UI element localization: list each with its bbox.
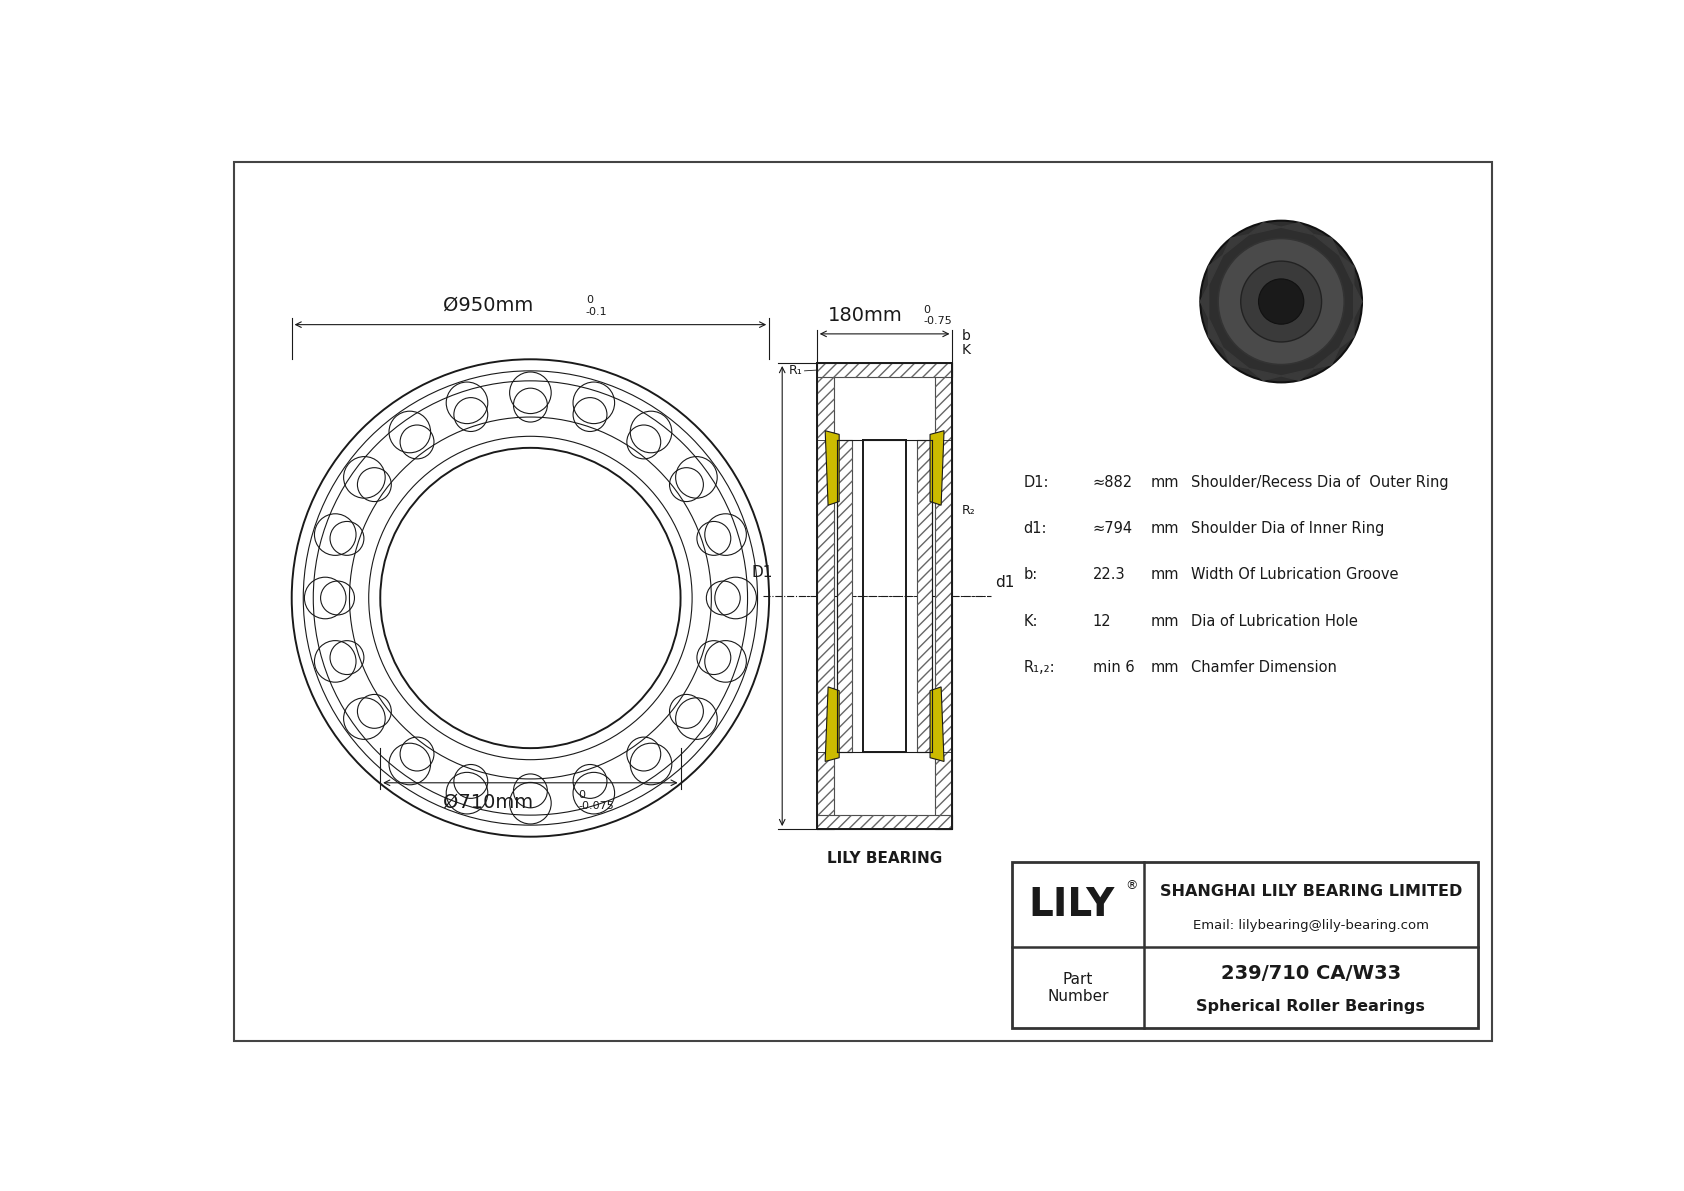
- Text: LILY BEARING: LILY BEARING: [827, 850, 943, 866]
- Polygon shape: [1339, 255, 1354, 285]
- Polygon shape: [1314, 235, 1339, 255]
- Text: 0: 0: [923, 305, 930, 316]
- Text: 0: 0: [586, 295, 593, 305]
- Circle shape: [1201, 220, 1362, 382]
- Polygon shape: [935, 363, 953, 829]
- Polygon shape: [1209, 255, 1223, 285]
- Bar: [1012, 862, 1477, 1028]
- Text: Chamfer Dimension: Chamfer Dimension: [1191, 660, 1337, 675]
- Text: min 6: min 6: [1093, 660, 1133, 675]
- Text: 12: 12: [1093, 613, 1111, 629]
- Polygon shape: [1223, 235, 1250, 255]
- Text: Shoulder Dia of Inner Ring: Shoulder Dia of Inner Ring: [1191, 522, 1384, 536]
- Text: -0.75: -0.75: [923, 316, 951, 326]
- Circle shape: [1218, 238, 1344, 364]
- Text: 239/710 CA/W33: 239/710 CA/W33: [1221, 964, 1401, 983]
- Polygon shape: [817, 363, 834, 829]
- Text: LILY: LILY: [1029, 886, 1115, 924]
- Polygon shape: [817, 363, 953, 378]
- Text: mm: mm: [1150, 522, 1179, 536]
- Text: 0: 0: [578, 791, 584, 800]
- Text: mm: mm: [1150, 660, 1179, 675]
- Text: Spherical Roller Bearings: Spherical Roller Bearings: [1196, 998, 1425, 1014]
- Text: R₂: R₂: [962, 504, 975, 517]
- Text: d1: d1: [995, 575, 1014, 590]
- Polygon shape: [1354, 285, 1362, 318]
- Polygon shape: [1314, 348, 1339, 368]
- Text: Part
Number: Part Number: [1047, 972, 1108, 1004]
- Text: Dia of Lubrication Hole: Dia of Lubrication Hole: [1191, 613, 1357, 629]
- Polygon shape: [825, 687, 839, 761]
- Text: Shoulder/Recess Dia of  Outer Ring: Shoulder/Recess Dia of Outer Ring: [1191, 475, 1448, 490]
- Text: SHANGHAI LILY BEARING LIMITED: SHANGHAI LILY BEARING LIMITED: [1160, 885, 1462, 899]
- Polygon shape: [837, 439, 852, 753]
- Polygon shape: [817, 815, 953, 829]
- Text: d1:: d1:: [1024, 522, 1047, 536]
- Text: D1:: D1:: [1024, 475, 1049, 490]
- Polygon shape: [825, 431, 839, 505]
- Text: -0.1: -0.1: [586, 307, 608, 317]
- Text: 180mm: 180mm: [829, 306, 903, 325]
- Text: ≈794: ≈794: [1093, 522, 1133, 536]
- Circle shape: [1258, 279, 1303, 324]
- Text: R₁,₂:: R₁,₂:: [1024, 660, 1054, 675]
- Text: mm: mm: [1150, 475, 1179, 490]
- Circle shape: [1241, 261, 1322, 342]
- Polygon shape: [930, 431, 945, 505]
- Polygon shape: [1339, 318, 1354, 348]
- Text: Email: lilybearing@lily-bearing.com: Email: lilybearing@lily-bearing.com: [1192, 918, 1428, 931]
- Polygon shape: [918, 439, 933, 753]
- Text: -0.075: -0.075: [578, 802, 615, 811]
- Text: K: K: [962, 343, 970, 357]
- Text: Ø710mm: Ø710mm: [443, 793, 534, 812]
- Polygon shape: [1223, 348, 1250, 368]
- Text: b: b: [962, 329, 970, 343]
- Text: mm: mm: [1150, 567, 1179, 582]
- Polygon shape: [1250, 223, 1282, 235]
- Text: K:: K:: [1024, 613, 1037, 629]
- Text: D1: D1: [751, 566, 773, 580]
- Text: R₁: R₁: [790, 364, 803, 378]
- Text: 22.3: 22.3: [1093, 567, 1125, 582]
- Text: Width Of Lubrication Groove: Width Of Lubrication Groove: [1191, 567, 1399, 582]
- Text: b:: b:: [1024, 567, 1037, 582]
- Text: ®: ®: [1125, 879, 1138, 892]
- Polygon shape: [1201, 285, 1209, 318]
- Polygon shape: [1282, 368, 1314, 380]
- Text: Ø950mm: Ø950mm: [443, 295, 534, 314]
- Polygon shape: [1250, 368, 1282, 380]
- Polygon shape: [930, 687, 945, 761]
- Polygon shape: [1209, 318, 1223, 348]
- Text: mm: mm: [1150, 613, 1179, 629]
- Text: ≈882: ≈882: [1093, 475, 1133, 490]
- Polygon shape: [1282, 223, 1314, 235]
